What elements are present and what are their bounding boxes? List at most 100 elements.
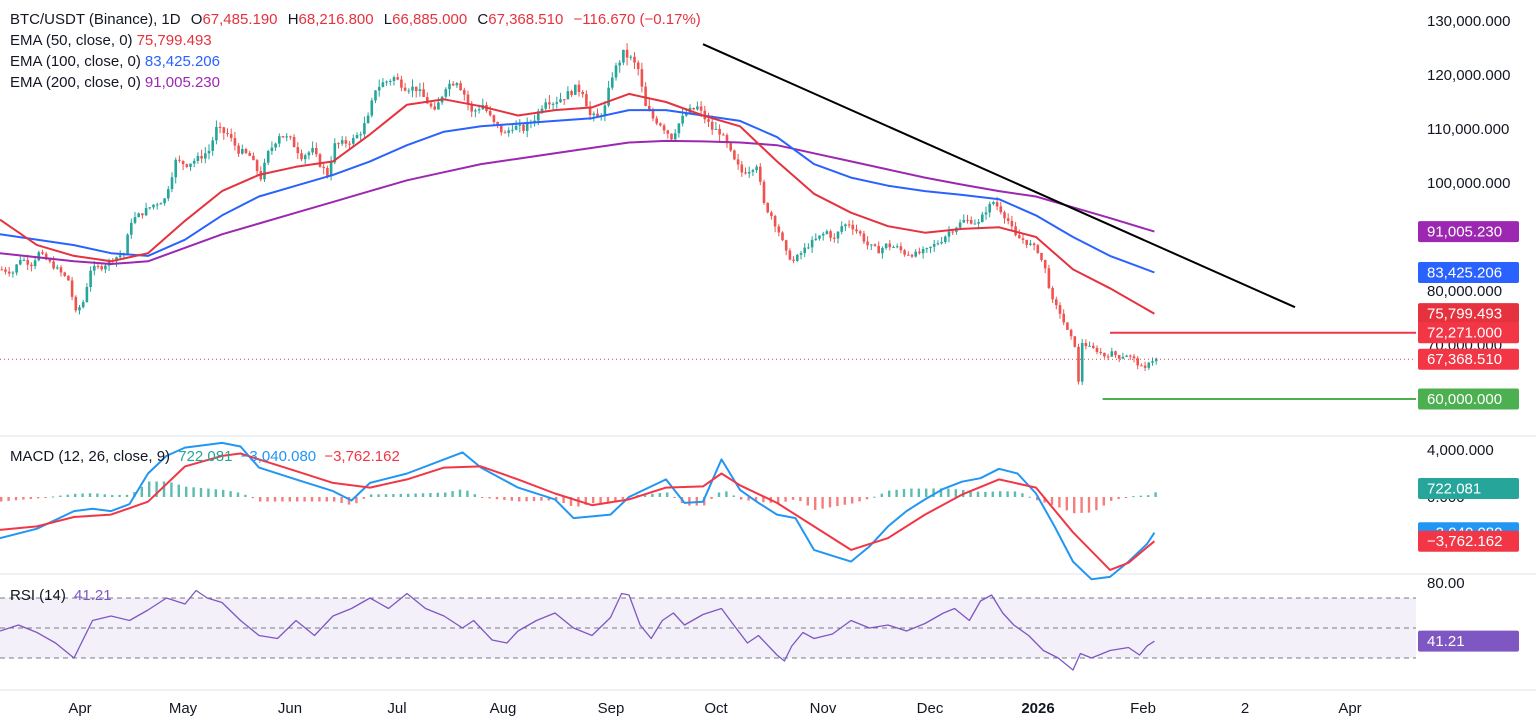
- time-tick-label[interactable]: 2: [1241, 700, 1249, 717]
- candle-body: [274, 143, 277, 148]
- candle-body: [1025, 239, 1028, 245]
- time-tick-label[interactable]: Apr: [1338, 700, 1361, 717]
- candle-body: [629, 56, 633, 58]
- macd-tag[interactable]: 722.081: [1427, 481, 1481, 498]
- macd-histogram-bar: [296, 497, 299, 502]
- candle-body: [944, 236, 947, 243]
- candle-body: [33, 260, 37, 267]
- macd-histogram-bar: [910, 488, 913, 497]
- candle-body: [766, 202, 769, 213]
- candle-body: [792, 259, 795, 261]
- candle-body: [1073, 336, 1077, 347]
- price-pane[interactable]: [0, 43, 1416, 400]
- candle-body: [466, 94, 470, 104]
- candle-body: [947, 231, 951, 237]
- price-tag[interactable]: 60,000.000: [1427, 391, 1502, 408]
- price-tag[interactable]: 67,368.510: [1427, 351, 1502, 368]
- time-tick-label[interactable]: 2026: [1021, 700, 1054, 717]
- candle-body: [56, 267, 59, 269]
- trendline[interactable]: [702, 43, 1296, 309]
- price-tag[interactable]: 72,271.000: [1427, 325, 1502, 342]
- candle-body: [577, 84, 581, 92]
- ema50-legend-label: EMA (50, close, 0): [10, 32, 133, 49]
- time-tick-label[interactable]: Aug: [490, 700, 517, 717]
- macd-histogram-bar: [333, 497, 336, 502]
- candle-body: [22, 260, 26, 262]
- candle-body: [566, 91, 570, 100]
- macd-signal-line[interactable]: [0, 452, 1156, 571]
- candle-body: [1129, 355, 1132, 357]
- candle-body: [870, 244, 873, 246]
- price-tag[interactable]: 83,425.206: [1427, 265, 1502, 282]
- candle-body: [699, 106, 703, 111]
- candle-body: [74, 296, 78, 311]
- candle-body: [673, 133, 677, 140]
- ema50-line[interactable]: [0, 92, 1155, 315]
- candle-body: [370, 100, 374, 116]
- macd-legend[interactable]: MACD (12, 26, close, 9) 722.081 −3,040.0…: [10, 446, 400, 467]
- price-tag-bg: [1418, 348, 1519, 370]
- ema100-legend-label: EMA (100, close, 0): [10, 53, 141, 70]
- macd-histogram-bar: [1117, 497, 1120, 500]
- candle-body: [574, 84, 577, 95]
- candle-body: [26, 260, 29, 265]
- macd-histogram-bar: [495, 497, 499, 500]
- ema100-legend[interactable]: EMA (100, close, 0) 83,425.206: [10, 51, 701, 72]
- candle-body: [807, 247, 810, 249]
- price-tag[interactable]: 91,005.230: [1427, 224, 1502, 241]
- time-tick-label[interactable]: Dec: [917, 700, 944, 717]
- candle-body: [189, 163, 192, 167]
- price-tag[interactable]: 75,799.493: [1427, 306, 1502, 323]
- candle-body: [810, 239, 814, 248]
- candle-body: [707, 119, 710, 122]
- macd-histogram-bar: [710, 497, 713, 499]
- candle-body: [1010, 220, 1014, 227]
- ema50-legend[interactable]: EMA (50, close, 0) 75,799.493: [10, 30, 701, 51]
- price-axis[interactable]: 130,000.000 120,000.000 110,000.000 100,000…: [1418, 13, 1519, 652]
- candle-body: [289, 136, 292, 138]
- ema200-legend[interactable]: EMA (200, close, 0) 91,005.230: [10, 72, 701, 93]
- macd-histogram-bar: [740, 497, 743, 500]
- time-tick-label[interactable]: Apr: [68, 700, 91, 717]
- ema200-line[interactable]: [0, 139, 1155, 265]
- candle-body: [181, 160, 185, 165]
- candle-body: [1029, 243, 1032, 245]
- rsi-line[interactable]: [0, 589, 1155, 671]
- candle-body: [196, 155, 200, 161]
- time-axis[interactable]: Apr May Jun Jul Aug Sep Oct Nov Dec 2026 Feb 2 Apr: [68, 700, 1361, 717]
- candle-body: [15, 264, 18, 273]
- rsi-legend[interactable]: RSI (14) 41.21: [10, 585, 112, 606]
- candle-body: [1036, 245, 1040, 253]
- time-tick-label[interactable]: Jul: [387, 700, 406, 717]
- macd-tag[interactable]: −3,762.162: [1427, 533, 1503, 550]
- symbol-label[interactable]: BTC/USDT (Binance), 1D: [10, 11, 181, 28]
- macd-histogram-bar: [1095, 497, 1098, 511]
- candle-body: [170, 177, 174, 190]
- candle-body: [925, 248, 929, 250]
- time-tick-label[interactable]: May: [169, 700, 198, 717]
- candle-body: [418, 89, 422, 92]
- time-tick-label[interactable]: Oct: [704, 700, 728, 717]
- time-tick-label[interactable]: Feb: [1130, 700, 1156, 717]
- macd-histogram-bar: [362, 497, 365, 499]
- time-tick-label[interactable]: Jun: [278, 700, 302, 717]
- candle-body: [389, 80, 392, 82]
- rsi-tag[interactable]: 41.21: [1427, 633, 1465, 650]
- macd-histogram-bar: [458, 489, 462, 497]
- candle-body: [670, 133, 673, 140]
- ema100-line[interactable]: [0, 109, 1155, 274]
- macd-line[interactable]: [0, 441, 1156, 581]
- macd-pane[interactable]: [0, 441, 1157, 581]
- time-tick-label[interactable]: Nov: [810, 700, 837, 717]
- macd-histogram-bar: [37, 497, 40, 499]
- price-legend: BTC/USDT (Binance), 1D O67,485.190 H68,2…: [10, 9, 701, 93]
- macd-histogram-bar: [725, 491, 728, 497]
- candle-body: [500, 125, 503, 133]
- candle-body: [359, 134, 362, 136]
- macd-histogram-bar: [1043, 497, 1046, 503]
- time-tick-label[interactable]: Sep: [598, 700, 625, 717]
- rsi-pane[interactable]: [0, 589, 1416, 671]
- candle-body: [1058, 305, 1062, 314]
- candle-body: [281, 136, 285, 138]
